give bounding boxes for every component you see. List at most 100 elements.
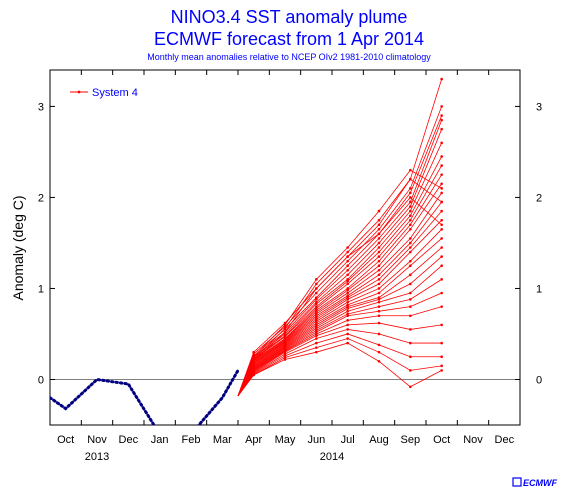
forecast-member-line <box>237 169 442 397</box>
forecast-member-point <box>346 296 349 299</box>
forecast-member-point <box>440 364 443 368</box>
forecast-member-point <box>315 350 318 354</box>
observed-series <box>50 368 240 425</box>
forecast-member-point <box>377 343 381 347</box>
forecast-member-point <box>377 332 381 336</box>
x-tick-label-month: Sep <box>401 434 421 446</box>
forecast-member-point <box>252 350 255 354</box>
forecast-member-point <box>440 291 443 295</box>
forecast-member-line <box>237 322 442 397</box>
forecast-member-point <box>377 223 381 227</box>
forecast-member-point <box>377 296 381 299</box>
forecast-member-point <box>377 314 381 318</box>
forecast-member-point <box>315 298 318 301</box>
forecast-member-point <box>409 291 412 295</box>
forecast-member-point <box>315 302 318 306</box>
forecast-member-point <box>315 332 318 336</box>
forecast-member-point <box>440 173 443 176</box>
forecast-member-point <box>409 241 412 245</box>
legend: System 4 <box>70 87 138 99</box>
forecast-member-point <box>315 287 318 290</box>
x-tick-label-month: Dec <box>119 434 139 446</box>
y-tick-label-right: 0 <box>536 374 542 386</box>
forecast-member-point <box>409 246 412 249</box>
ecmwf-logo-icon <box>512 477 522 487</box>
forecast-member-point <box>409 259 412 263</box>
forecast-member-point <box>409 237 412 240</box>
forecast-member-line <box>237 201 442 397</box>
forecast-member-point <box>315 318 318 321</box>
x-tick-label-month: Jun <box>307 434 325 446</box>
x-tick-label-month: May <box>275 434 296 446</box>
forecast-member-line <box>237 333 442 397</box>
forecast-member-point <box>252 373 255 377</box>
x-tick-label-month: Aug <box>369 434 389 446</box>
forecast-member-point <box>377 209 381 213</box>
y-tick-label-left: 0 <box>38 374 44 386</box>
forecast-member-point <box>283 350 287 354</box>
x-tick-label-month: Dec <box>495 434 515 446</box>
forecast-member-point <box>377 291 381 295</box>
forecast-member-point <box>346 328 349 331</box>
forecast-member-point <box>315 346 318 349</box>
forecast-member-point <box>409 369 412 372</box>
forecast-member-point <box>409 227 412 231</box>
forecast-member-line <box>237 156 443 397</box>
forecast-member-point <box>377 237 381 240</box>
forecast-member-point <box>315 341 318 345</box>
forecast-member-line <box>237 306 442 397</box>
legend-label-system4: System 4 <box>92 87 138 99</box>
forecast-member-point <box>346 282 349 286</box>
forecast-member-point <box>440 355 443 359</box>
forecast-member-point <box>377 246 381 249</box>
x-tick-label-month: Jan <box>151 434 169 446</box>
forecast-member-point <box>377 282 381 286</box>
x-tick-label-month: Oct <box>433 434 450 446</box>
forecast-member-point <box>440 114 443 117</box>
forecast-member-point <box>315 282 318 286</box>
forecast-member-point <box>346 294 349 298</box>
forecast-member-point <box>283 356 287 359</box>
forecast-member-point <box>440 77 443 81</box>
forecast-member-point <box>377 250 381 254</box>
forecast-member-point <box>377 264 381 268</box>
forecast-member-point <box>377 259 381 263</box>
forecast-member-point <box>283 323 287 327</box>
y-tick-label-left: 3 <box>38 101 44 113</box>
forecast-member-point <box>440 341 443 345</box>
forecast-member-point <box>315 319 318 323</box>
forecast-member-point <box>346 312 349 316</box>
forecast-member-point <box>315 296 318 299</box>
y-tick-label-right: 1 <box>536 283 542 295</box>
forecast-member-point <box>440 369 443 372</box>
forecast-member-line <box>237 247 442 397</box>
forecast-member-point <box>377 298 381 301</box>
x-axis-ticks: Oct Nov Dec Jan Feb Mar Apr May Jun Jul Aug Sep Oct N… <box>57 70 515 463</box>
forecast-member-point <box>377 232 381 236</box>
forecast-member-point <box>409 214 412 217</box>
forecast-member-point <box>409 305 412 308</box>
forecast-member-point <box>377 273 381 277</box>
forecast-member-line <box>237 329 442 397</box>
forecast-member-point <box>409 282 412 286</box>
forecast-member-point <box>315 310 318 314</box>
forecast-member-point <box>346 303 349 307</box>
forecast-member-point <box>346 319 349 322</box>
forecast-member-point <box>315 312 318 316</box>
forecast-member-line <box>237 219 442 397</box>
forecast-member-point <box>440 223 443 227</box>
y-axis-label: Anomaly (deg C) <box>10 195 26 300</box>
forecast-member-point <box>252 355 255 359</box>
forecast-member-point <box>315 305 318 308</box>
forecast-member-point <box>346 307 349 310</box>
forecast-member-point <box>252 359 255 363</box>
forecast-member-line <box>237 342 442 397</box>
forecast-member-point <box>440 191 443 195</box>
forecast-member-point <box>377 287 381 290</box>
forecast-members <box>237 77 443 397</box>
forecast-member-point <box>283 330 287 334</box>
forecast-member-point <box>409 355 412 359</box>
forecast-member-point <box>377 218 381 222</box>
x-tick-label-month: Mar <box>213 434 232 446</box>
ecmwf-logo-text: ECMWF <box>523 478 557 488</box>
